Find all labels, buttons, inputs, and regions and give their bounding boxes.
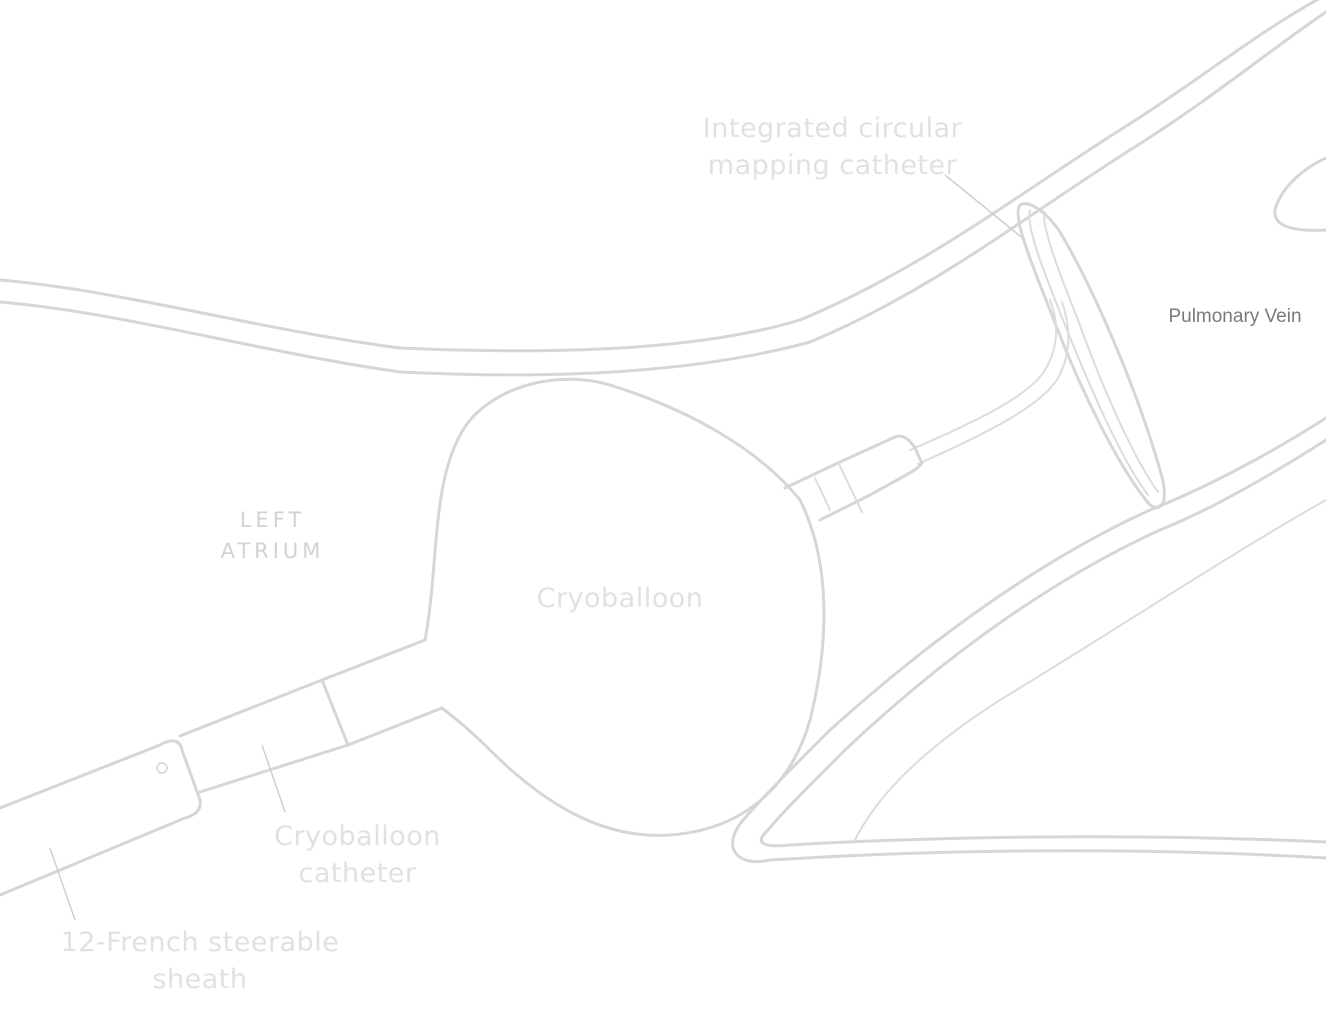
label-steerable-sheath-line2: sheath [152, 964, 248, 995]
label-cryoballoon-catheter-line1: Cryoballoon [274, 821, 441, 852]
label-cryoballoon-catheter-line2: catheter [298, 858, 417, 889]
label-left-atrium-line2: ATRIUM [220, 539, 325, 563]
leader-mapping-catheter [944, 174, 1026, 241]
label-left-atrium: LEFT ATRIUM [200, 505, 345, 567]
label-cryoballoon: Cryoballoon [536, 583, 704, 614]
label-cryoballoon-catheter: Cryoballoon catheter [265, 818, 450, 892]
leader-steerable-sheath [49, 847, 76, 921]
label-steerable-sheath-line1: 12-French steerable [60, 927, 340, 958]
vein-branch-edge [1273, 156, 1326, 232]
cryoballoon-catheter-shaft [178, 638, 444, 794]
steerable-sheath [0, 739, 202, 897]
leader-cryoballoon-catheter [261, 744, 286, 813]
label-mapping-catheter-line1: Integrated circular [702, 113, 963, 144]
label-pulmonary-vein: Pulmonary Vein [1168, 306, 1302, 327]
mapping-catheter-shaft [909, 299, 1070, 465]
label-mapping-catheter: Integrated circular mapping catheter [700, 110, 965, 184]
cryoballoon-body [423, 377, 826, 837]
label-mapping-catheter-line2: mapping catheter [707, 150, 958, 181]
mapping-catheter-loop [1016, 202, 1166, 509]
leader-lines [49, 174, 1026, 921]
upper-atrial-wall [0, 0, 1326, 377]
label-steerable-sheath: 12-French steerable sheath [60, 924, 340, 998]
label-left-atrium-line1: LEFT [239, 508, 306, 532]
balloon-tip-connector [783, 434, 924, 522]
